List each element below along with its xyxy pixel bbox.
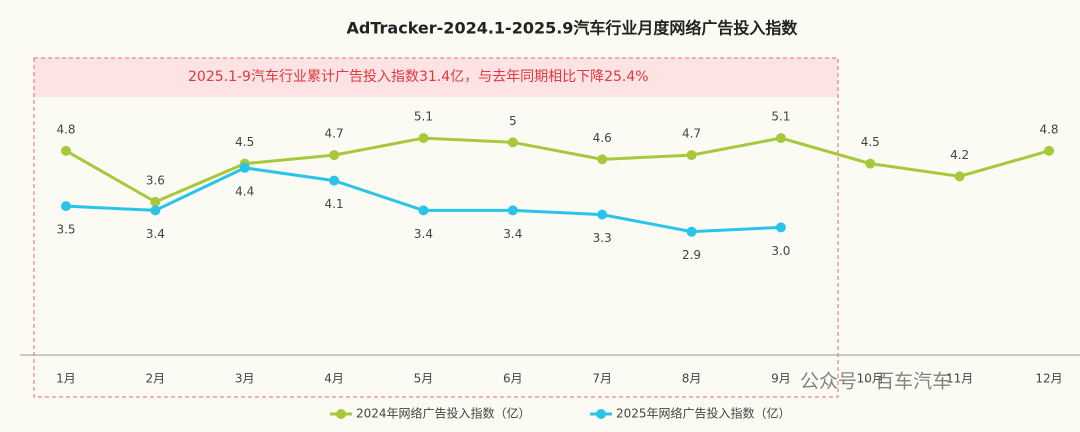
annotation-box — [33, 57, 839, 398]
data-label: 3.0 — [771, 244, 790, 258]
data-label: 4.2 — [950, 148, 969, 162]
x-tick-label: 1月 — [56, 372, 76, 386]
data-label: 5 — [509, 114, 517, 128]
point — [61, 145, 71, 156]
point — [865, 158, 876, 169]
data-label: 4.1 — [325, 197, 344, 211]
x-tick-label: 12月 — [1035, 372, 1062, 386]
x-tick-label: 11月 — [946, 372, 973, 386]
x-tick-label: 7月 — [592, 372, 612, 386]
annotation-band — [34, 58, 838, 97]
watermark: 公众号 · 百车汽车 — [800, 371, 951, 393]
legend-label: 2024年网络广告投入指数（亿） — [356, 406, 531, 421]
data-label: 3.4 — [414, 227, 433, 241]
data-label: 4.5 — [861, 135, 880, 149]
x-tick-label: 2月 — [146, 372, 166, 386]
point — [686, 226, 697, 237]
chart-title: AdTracker-2024.1-2025.9汽车行业月度网络广告投入指数 — [347, 19, 799, 38]
data-label: 3.4 — [146, 227, 165, 241]
data-label: 3.6 — [146, 173, 165, 187]
data-label: 5.1 — [414, 110, 433, 124]
x-tick-label: 10月 — [857, 372, 884, 386]
point — [597, 209, 608, 220]
legend-marker — [336, 409, 346, 419]
x-tick-label: 3月 — [235, 372, 255, 386]
point — [775, 222, 786, 233]
x-tick-label: 9月 — [771, 372, 791, 386]
data-label: 3.4 — [503, 227, 522, 241]
data-label: 3.3 — [593, 231, 612, 245]
point — [150, 196, 161, 207]
x-tick-label: 5月 — [414, 372, 434, 386]
point — [507, 137, 518, 148]
data-label: 4.5 — [235, 135, 254, 149]
point — [418, 205, 429, 216]
point — [1044, 145, 1054, 156]
point — [329, 150, 340, 161]
legend-label: 2025年网络广告投入指数（亿） — [616, 406, 791, 421]
point — [150, 205, 161, 216]
annotation: 2025.1-9汽车行业累计广告投入指数31.4亿，与去年同期相比下降25.4% — [188, 68, 649, 85]
x-tick-label: 4月 — [324, 372, 344, 386]
point — [329, 175, 340, 186]
data-label: 4.7 — [325, 127, 344, 141]
point — [597, 154, 608, 165]
point — [686, 150, 697, 161]
legend-marker — [596, 409, 606, 419]
point — [775, 133, 786, 144]
data-label: 4.7 — [682, 127, 701, 141]
x-tick-label: 6月 — [503, 372, 523, 386]
data-label: 5.1 — [771, 110, 790, 124]
point — [507, 205, 518, 216]
point — [418, 133, 429, 144]
data-label: 3.5 — [56, 223, 75, 237]
data-label: 4.6 — [593, 131, 612, 145]
x-tick-label: 8月 — [682, 372, 702, 386]
data-label: 4.8 — [56, 122, 75, 136]
point — [954, 171, 965, 182]
data-label: 4.8 — [1039, 122, 1058, 136]
data-label: 2.9 — [682, 248, 701, 262]
data-label: 4.4 — [235, 184, 254, 198]
point — [61, 201, 71, 212]
series-line — [65, 136, 1050, 204]
point — [239, 162, 250, 173]
